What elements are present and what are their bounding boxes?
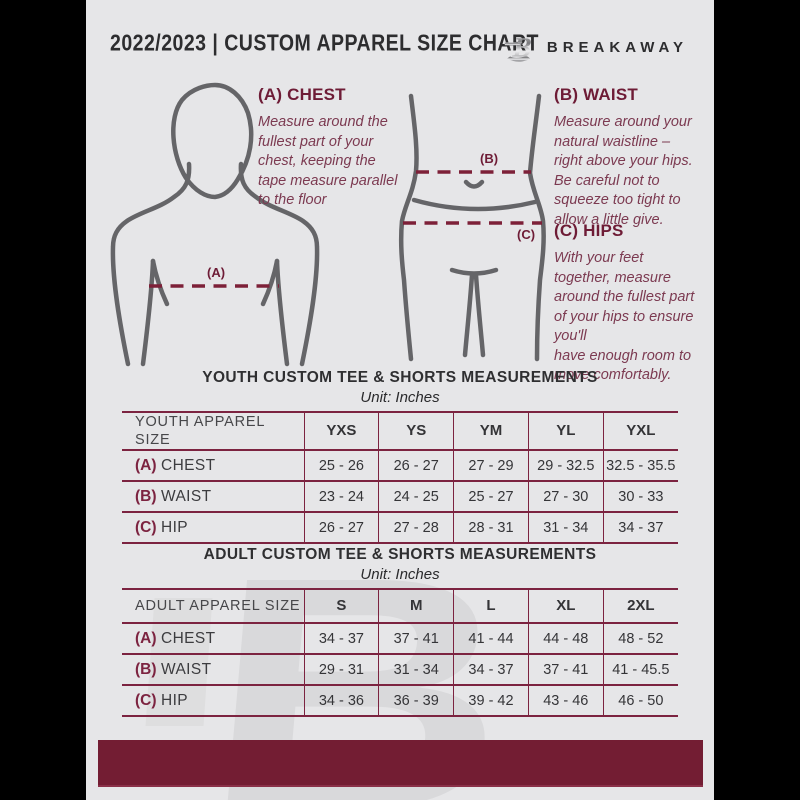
cell-value: 46 - 50	[618, 692, 664, 709]
waist-heading: (B) WAIST	[554, 85, 638, 104]
cell-value: 34 - 37	[318, 630, 364, 647]
hips-instructions: With your feet together, measure around …	[554, 250, 695, 383]
cell-value: 26 - 27	[393, 457, 439, 474]
row-prefix: (C)	[135, 518, 157, 536]
youth-table-header-row: YOUTH APPAREL SIZE YXS YS YM YL YXL	[122, 411, 678, 451]
cell-value: 31 - 34	[543, 519, 589, 536]
cell-value: 27 - 30	[543, 488, 589, 505]
cell-value: 26 - 27	[318, 519, 364, 536]
row-label: HIP	[160, 691, 189, 709]
footer-bar	[98, 740, 703, 787]
size-col-ys: YS	[406, 422, 427, 439]
chart-page: B 2022/2023 | CUSTOM APPAREL SIZE CHART …	[86, 0, 714, 800]
cell-value: 37 - 41	[393, 630, 439, 647]
size-col-xl: XL	[556, 597, 576, 614]
row-prefix: (C)	[135, 691, 157, 709]
row-prefix: (B)	[135, 660, 157, 678]
cell-value: 25 - 26	[318, 457, 364, 474]
waist-section: (B) WAIST Measure around your natural wa…	[554, 85, 714, 230]
header: 2022/2023 | CUSTOM APPAREL SIZE CHART B …	[86, 26, 714, 70]
cell-value: 34 - 37	[468, 661, 514, 678]
table-row: (A) CHEST 25 - 26 26 - 27 27 - 29 29 - 3…	[122, 449, 678, 482]
cell-value: 28 - 31	[468, 519, 514, 536]
breakaway-logo-icon: B	[504, 32, 533, 63]
cell-value: 31 - 34	[393, 661, 439, 678]
size-col-2xl: 2XL	[627, 597, 655, 614]
cell-value: 41 - 45.5	[612, 661, 670, 678]
cell-value: 29 - 31	[318, 661, 364, 678]
row-label: CHEST	[160, 629, 216, 647]
cell-value: 27 - 29	[468, 457, 514, 474]
cell-value: 44 - 48	[543, 630, 589, 647]
youth-table-unit: Unit: Inches	[360, 389, 440, 406]
page-title: 2022/2023 | CUSTOM APPAREL SIZE CHART	[110, 30, 539, 57]
size-col-ym: YM	[479, 422, 503, 439]
size-col-l: L	[486, 597, 496, 614]
cell-value: 36 - 39	[393, 692, 439, 709]
cell-value: 25 - 27	[468, 488, 514, 505]
cell-value: 48 - 52	[618, 630, 664, 647]
size-col-yxs: YXS	[326, 422, 357, 439]
cell-value: 24 - 25	[393, 488, 439, 505]
cell-value: 43 - 46	[543, 692, 589, 709]
cell-value: 27 - 28	[393, 519, 439, 536]
cell-value: 29 - 32.5	[537, 457, 595, 474]
adult-table-title: ADULT CUSTOM TEE & SHORTS MEASUREMENTS	[203, 546, 597, 563]
hip-line-label: (C)	[517, 227, 535, 242]
chest-figure-diagram: (A)	[110, 82, 320, 367]
brand-name: BREAKAWAY	[546, 38, 688, 56]
waist-hips-figure-diagram: (B) (C)	[398, 93, 546, 362]
row-label: WAIST	[160, 660, 212, 678]
adult-table-unit: Unit: Inches	[360, 566, 440, 583]
chest-section: (A) CHEST Measure around the fullest par…	[258, 85, 438, 211]
youth-size-table: YOUTH APPAREL SIZE YXS YS YM YL YXL (A) …	[122, 411, 678, 544]
table-row: (B) WAIST 23 - 24 24 - 25 25 - 27 27 - 3…	[122, 480, 678, 513]
size-col-yl: YL	[556, 422, 576, 439]
cell-value: 23 - 24	[318, 488, 364, 505]
adult-size-table: ADULT APPAREL SIZE S M L XL 2XL (A) CHES…	[122, 588, 678, 717]
youth-table-title: YOUTH CUSTOM TEE & SHORTS MEASUREMENTS	[202, 369, 598, 386]
brand-lockup: B BREAKAWAY	[504, 30, 688, 64]
row-prefix: (A)	[135, 629, 157, 647]
cell-value: 34 - 37	[618, 519, 664, 536]
chest-instructions: Measure around the fullest part of your …	[258, 114, 398, 208]
hips-section: (C) HIPS With your feet together, measur…	[554, 221, 714, 386]
size-col-yxl: YXL	[626, 422, 656, 439]
row-prefix: (B)	[135, 487, 157, 505]
row-label: HIP	[160, 518, 189, 536]
chest-line-label: (A)	[207, 265, 225, 280]
cell-value: 41 - 44	[468, 630, 514, 647]
cell-value: 30 - 33	[618, 488, 664, 505]
waist-line-label: (B)	[480, 151, 498, 166]
table-row: (C) HIP 26 - 27 27 - 28 28 - 31 31 - 34 …	[122, 511, 678, 544]
cell-value: 34 - 36	[318, 692, 364, 709]
hips-heading: (C) HIPS	[554, 221, 624, 240]
row-label: CHEST	[160, 456, 216, 474]
adult-table-header-row: ADULT APPAREL SIZE S M L XL 2XL	[122, 588, 678, 624]
svg-text:B: B	[511, 32, 533, 63]
waist-instructions: Measure around your natural waistline – …	[554, 114, 693, 228]
table-row: (A) CHEST 34 - 37 37 - 41 41 - 44 44 - 4…	[122, 622, 678, 655]
table-row: (C) HIP 34 - 36 36 - 39 39 - 42 43 - 46 …	[122, 684, 678, 717]
cell-value: 37 - 41	[543, 661, 589, 678]
size-col-s: S	[336, 597, 347, 614]
chest-heading: (A) CHEST	[258, 85, 346, 104]
row-prefix: (A)	[135, 456, 157, 474]
cell-value: 39 - 42	[468, 692, 514, 709]
row-label: WAIST	[160, 487, 212, 505]
youth-size-label: YOUTH APPAREL SIZE	[135, 414, 265, 448]
size-col-m: M	[409, 597, 423, 614]
table-row: (B) WAIST 29 - 31 31 - 34 34 - 37 37 - 4…	[122, 653, 678, 686]
cell-value: 32.5 - 35.5	[606, 457, 676, 474]
adult-size-label: ADULT APPAREL SIZE	[135, 598, 301, 614]
